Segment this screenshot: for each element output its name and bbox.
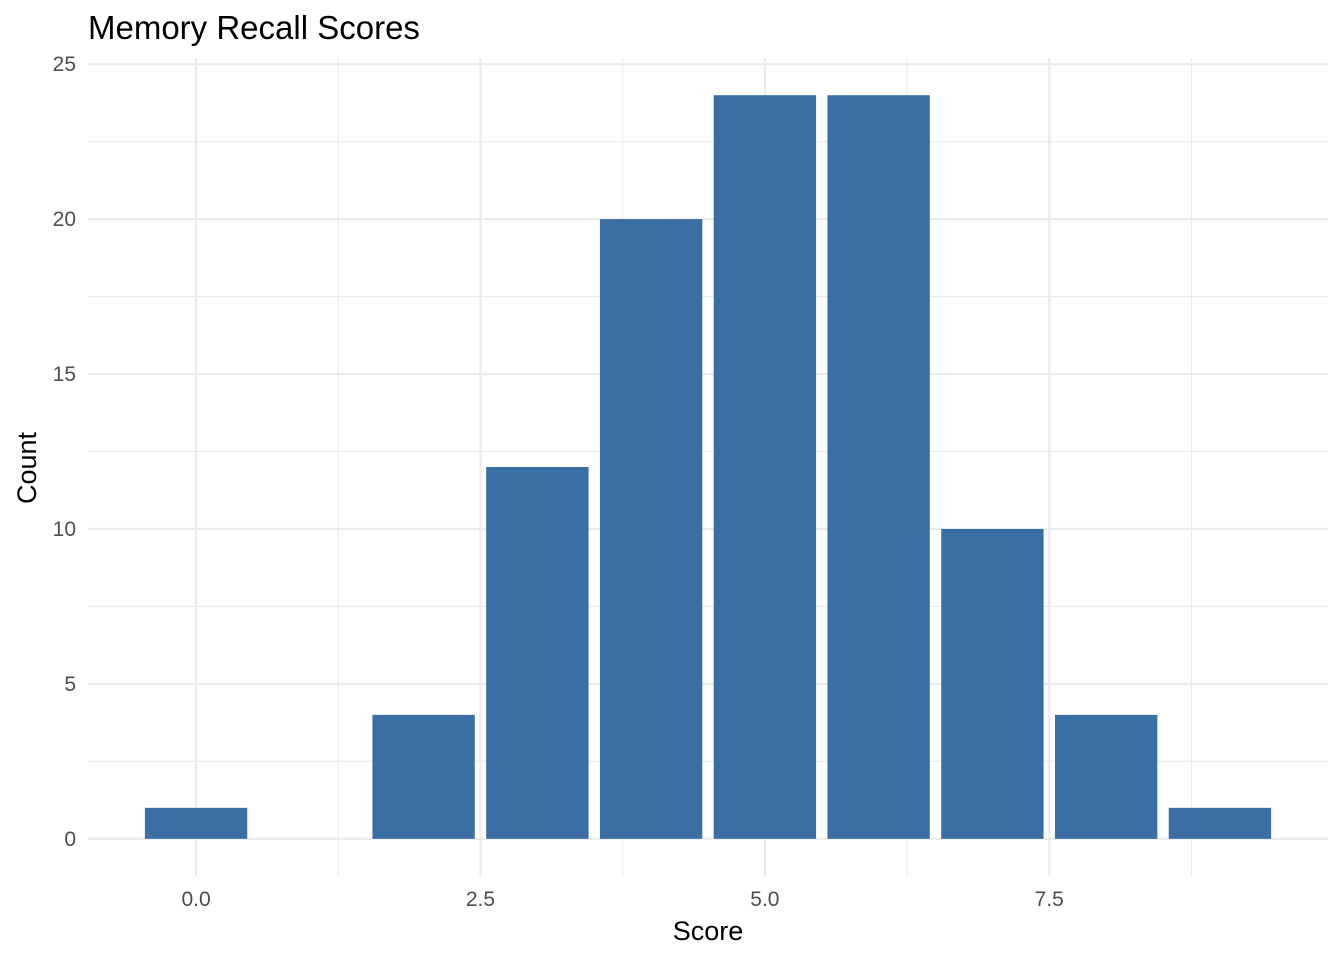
- bar-score-8: [1054, 714, 1158, 839]
- bar-score-9: [1168, 807, 1272, 839]
- x-axis-title: Score: [673, 916, 744, 946]
- y-tick-label: 5: [64, 673, 76, 696]
- bar-score-2: [372, 714, 475, 839]
- x-tick-label: 0.0: [181, 888, 210, 911]
- chart-title: Memory Recall Scores: [88, 9, 420, 46]
- x-tick-label: 5.0: [750, 888, 779, 911]
- bar-score-0: [144, 807, 248, 839]
- x-axis-tick-labels: 0.0 2.5 5.0 7.5: [181, 888, 1063, 911]
- x-tick-label: 7.5: [1035, 888, 1064, 911]
- bar-score-6: [827, 95, 930, 839]
- x-tick-label: 2.5: [466, 888, 495, 911]
- bar-score-4: [599, 219, 703, 839]
- y-axis-tick-labels: 0 5 10 15 20 25: [53, 53, 76, 851]
- bar-score-7: [941, 528, 1044, 839]
- y-tick-label: 25: [53, 53, 76, 76]
- bars: [144, 95, 1272, 839]
- bar-score-3: [486, 467, 589, 839]
- y-tick-label: 10: [53, 518, 76, 541]
- y-tick-label: 0: [64, 828, 76, 851]
- y-axis-title: Count: [12, 431, 42, 504]
- y-tick-label: 15: [53, 363, 76, 386]
- y-tick-label: 20: [53, 208, 76, 231]
- bar-score-5: [713, 95, 817, 839]
